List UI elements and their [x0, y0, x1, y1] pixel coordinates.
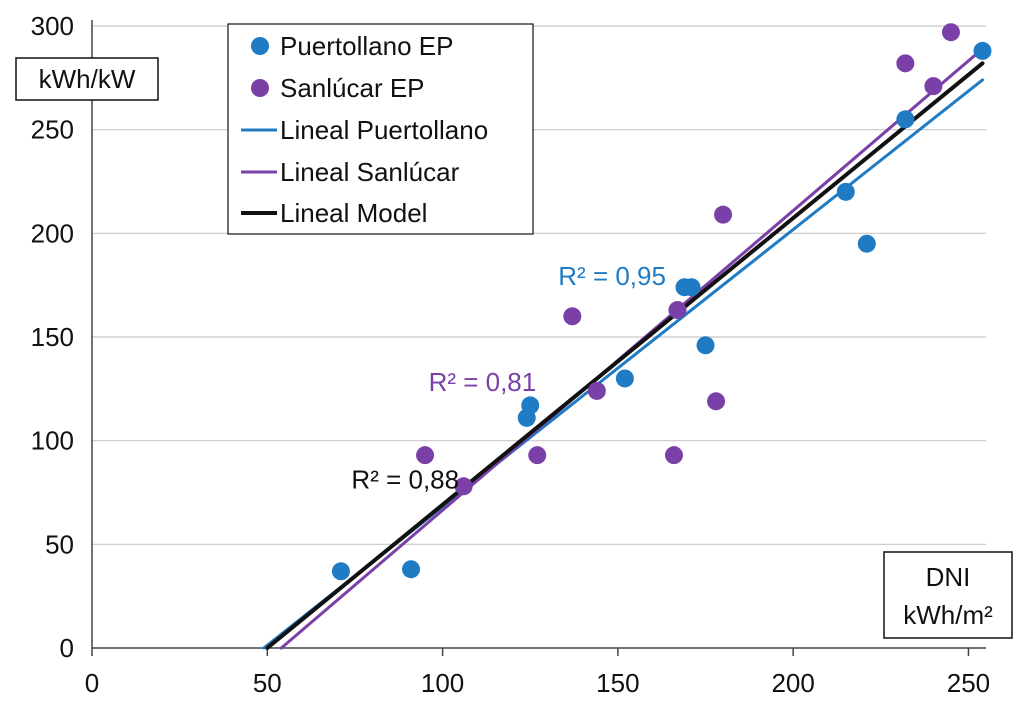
x-axis-title-line1: DNI [926, 562, 971, 592]
point-sanl-car-ep [587, 381, 606, 400]
point-sanl-car-ep [563, 307, 582, 326]
point-puertollano-ep [696, 336, 715, 355]
y-axis-title: kWh/kW [39, 64, 136, 94]
y-tick-label: 50 [45, 529, 74, 559]
point-puertollano-ep [402, 560, 421, 579]
y-tick-label: 100 [31, 426, 74, 456]
point-sanl-car-ep [924, 77, 943, 96]
point-puertollano-ep [973, 41, 992, 60]
x-tick-label: 0 [85, 668, 99, 698]
grid-lines [92, 25, 986, 545]
point-puertollano-ep [331, 562, 350, 581]
point-sanl-car-ep [454, 477, 473, 496]
point-sanl-car-ep [896, 54, 915, 73]
y-tick-label: 200 [31, 218, 74, 248]
r2-annotation-1: R² = 0,81 [429, 367, 537, 397]
point-sanl-car-ep [528, 446, 547, 465]
trend-lines [262, 47, 985, 650]
point-puertollano-ep [521, 396, 540, 415]
y-tick-label: 150 [31, 322, 74, 352]
r2-annotations: R² = 0,95 R² = 0,81 R² = 0,88 [351, 261, 666, 494]
r2-annotation-2: R² = 0,88 [351, 464, 459, 494]
legend-item-puertollano-ep: Puertollano EP [251, 31, 453, 61]
legend-item-lineal-sanlucar: Lineal Sanlúcar [241, 157, 460, 187]
legend: Puertollano EP Sanlúcar EP Lineal Puerto… [227, 23, 534, 235]
point-sanl-car-ep [707, 392, 726, 411]
legend-marker-puertollano [251, 37, 269, 55]
point-sanl-car-ep [668, 301, 687, 320]
point-puertollano-ep [615, 369, 634, 388]
x-tick-label: 200 [771, 668, 814, 698]
x-tick-label: 150 [596, 668, 639, 698]
y-tick-label: 0 [60, 633, 74, 663]
y-axis-unit-label: kWh/kW [15, 57, 159, 101]
legend-item-sanlucar-ep: Sanlúcar EP [251, 73, 425, 103]
x-axis-unit-label: DNI kWh/m² [883, 551, 1013, 639]
point-sanl-car-ep [714, 205, 733, 224]
point-puertollano-ep [857, 234, 876, 253]
r2-annotation-0: R² = 0,95 [558, 261, 666, 291]
y-tick-labels: 0 50 100 150 200 250 300 [31, 11, 74, 663]
point-puertollano-ep [896, 110, 915, 129]
axes [91, 20, 986, 656]
legend-label-puertollano-ep: Puertollano EP [280, 31, 453, 61]
legend-label-lineal-sanlucar: Lineal Sanlúcar [280, 157, 460, 187]
x-tick-label: 250 [947, 668, 990, 698]
point-sanl-car-ep [664, 446, 683, 465]
legend-item-lineal-model: Lineal Model [241, 198, 427, 228]
point-sanl-car-ep [941, 23, 960, 42]
legend-label-lineal-model: Lineal Model [280, 198, 427, 228]
legend-label-lineal-puertollano: Lineal Puertollano [280, 115, 488, 145]
point-puertollano-ep [836, 182, 855, 201]
legend-marker-sanlucar [251, 79, 269, 97]
x-axis-title-line2: kWh/m² [903, 600, 993, 630]
legend-box [227, 23, 534, 235]
x-tick-labels: 0 50 100 150 200 250 [85, 668, 990, 698]
point-puertollano-ep [682, 278, 701, 297]
legend-item-lineal-puertollano: Lineal Puertollano [241, 115, 488, 145]
y-tick-label: 300 [31, 11, 74, 41]
x-tick-label: 50 [253, 668, 282, 698]
trend-line-lineal-model [265, 61, 985, 650]
x-tick-label: 100 [421, 668, 464, 698]
point-sanl-car-ep [416, 446, 435, 465]
y-tick-label: 250 [31, 115, 74, 145]
legend-label-sanlucar-ep: Sanlúcar EP [280, 73, 425, 103]
data-points [331, 23, 992, 581]
